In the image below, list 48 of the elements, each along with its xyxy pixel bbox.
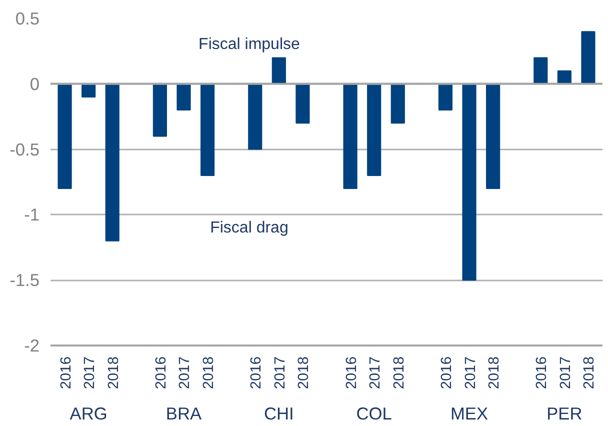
x-tick-label: 2017 <box>177 356 194 390</box>
bar <box>58 83 72 190</box>
x-tick-label: 2018 <box>106 356 122 390</box>
x-tick-label: 2017 <box>462 356 479 390</box>
x-tick-label: 2018 <box>486 356 503 390</box>
y-tick-label: -2 <box>24 336 40 356</box>
text: CHI <box>264 404 294 424</box>
bar <box>272 57 286 84</box>
bar <box>296 83 310 124</box>
x-tick-label: 2016 <box>344 356 360 390</box>
y-tick-label: -0.5 <box>10 139 40 160</box>
text: PER <box>546 404 582 424</box>
bar <box>581 31 596 84</box>
bar <box>152 83 167 137</box>
x-tick-label: 2018 <box>391 356 408 390</box>
x-tick-label: 2016 <box>438 356 455 390</box>
bar <box>486 83 500 190</box>
bar <box>438 83 453 111</box>
x-tick-label: 2018 <box>582 356 598 390</box>
x-tick-label: 2017 <box>82 356 98 390</box>
x-tick-label: 2016 <box>248 356 265 390</box>
bar <box>462 83 476 281</box>
x-tick-label: 2017 <box>368 356 384 390</box>
bar <box>200 83 215 176</box>
x-tick-label: 2018 <box>296 356 312 390</box>
text: BRA <box>166 404 202 424</box>
text: COL <box>356 404 392 424</box>
y-tick-label: 0.5 <box>15 8 40 28</box>
annotation: Fiscal impulse <box>198 36 300 54</box>
bar <box>367 83 382 176</box>
text: ARG <box>70 404 108 424</box>
bar <box>248 83 262 150</box>
x-tick-label: 2017 <box>272 356 288 390</box>
text: MEX <box>450 404 488 424</box>
x-tick-label: 2016 <box>534 356 550 390</box>
x-tick-label: 2016 <box>153 356 170 390</box>
bar <box>534 57 548 84</box>
y-tick-label: 0 <box>30 74 40 94</box>
y-tick-label: -1.5 <box>10 270 40 290</box>
x-tick-label: 2018 <box>201 356 218 390</box>
annotation: Fiscal drag <box>210 219 288 236</box>
y-tick-label: -1 <box>24 204 40 225</box>
bar <box>343 83 358 190</box>
bar <box>390 83 405 124</box>
bar <box>176 83 191 111</box>
bar <box>105 83 120 242</box>
x-tick-label: 2016 <box>58 356 74 390</box>
x-tick-label: 2017 <box>558 356 574 390</box>
